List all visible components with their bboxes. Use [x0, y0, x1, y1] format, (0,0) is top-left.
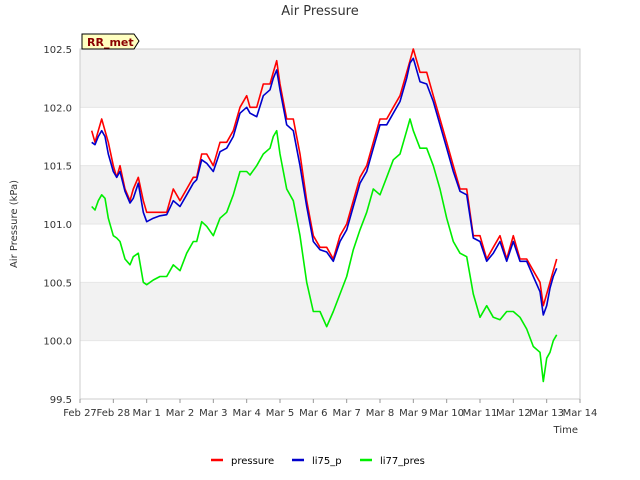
x-tick-label: Mar 7 [332, 408, 360, 419]
x-tick-label: Mar 1 [132, 408, 160, 419]
chart-title: Air Pressure [281, 4, 359, 19]
annotation-badge-text: RR_met [87, 36, 134, 49]
y-axis-label: Air Pressure (kPa) [9, 180, 20, 268]
y-tick-label: 101.0 [43, 220, 72, 231]
x-tick-label: Mar 10 [429, 408, 464, 419]
series-line-pressure [90, 48, 558, 307]
x-tick-label: Mar 2 [166, 408, 194, 419]
x-tick-label: Mar 5 [266, 408, 294, 419]
x-axis-label: Time [553, 425, 578, 436]
y-axis-ticks: 99.5 100.0 100.5 101.0 101.5 102.0 102.5 [43, 45, 72, 406]
y-tick-label: 100.5 [43, 278, 72, 289]
annotation-badge-shape [81, 33, 140, 50]
legend-label: li77_pres [380, 456, 425, 467]
x-tick-label: Mar 4 [232, 408, 260, 419]
grid-band [80, 49, 580, 108]
y-tick-label: 100.0 [43, 337, 72, 348]
x-tick-label: Mar 14 [563, 408, 598, 419]
legend-label: li75_p [312, 456, 342, 467]
x-tick-label: Mar 9 [399, 408, 427, 419]
grid-band [80, 340, 580, 399]
series-line-li75_p [91, 57, 558, 316]
series-lines [90, 48, 558, 383]
y-tick-label: 102.5 [43, 45, 72, 56]
y-tick-label: 101.5 [43, 162, 72, 173]
x-tick-label: Mar 6 [299, 408, 327, 419]
plot-frame [79, 48, 581, 400]
y-tick-label: 102.0 [43, 103, 72, 114]
grid-band [80, 107, 580, 166]
x-tick-label: Mar 12 [496, 408, 531, 419]
x-axis-ticks: Feb 27 Feb 28 Mar 1 Mar 2 Mar 3 Mar 4 Mar 5 Mar… [63, 399, 597, 419]
x-tick-label: Mar 13 [529, 408, 564, 419]
legend: pressure li75_p li77_pres [211, 456, 425, 467]
y-tick-label: 99.5 [50, 395, 72, 406]
grid-band [80, 165, 580, 224]
grid-band [80, 282, 580, 341]
annotation-badge: RR_met [81, 33, 140, 50]
x-tick-label: Mar 8 [366, 408, 394, 419]
grid-bands [80, 48, 580, 400]
x-tick-label: Mar 11 [463, 408, 498, 419]
x-tick-label: Feb 28 [97, 408, 131, 419]
x-tick-label: Feb 27 [63, 408, 97, 419]
x-tick-label: Mar 3 [199, 408, 227, 419]
legend-label: pressure [231, 456, 274, 467]
series-line-li77_pres [91, 118, 558, 383]
